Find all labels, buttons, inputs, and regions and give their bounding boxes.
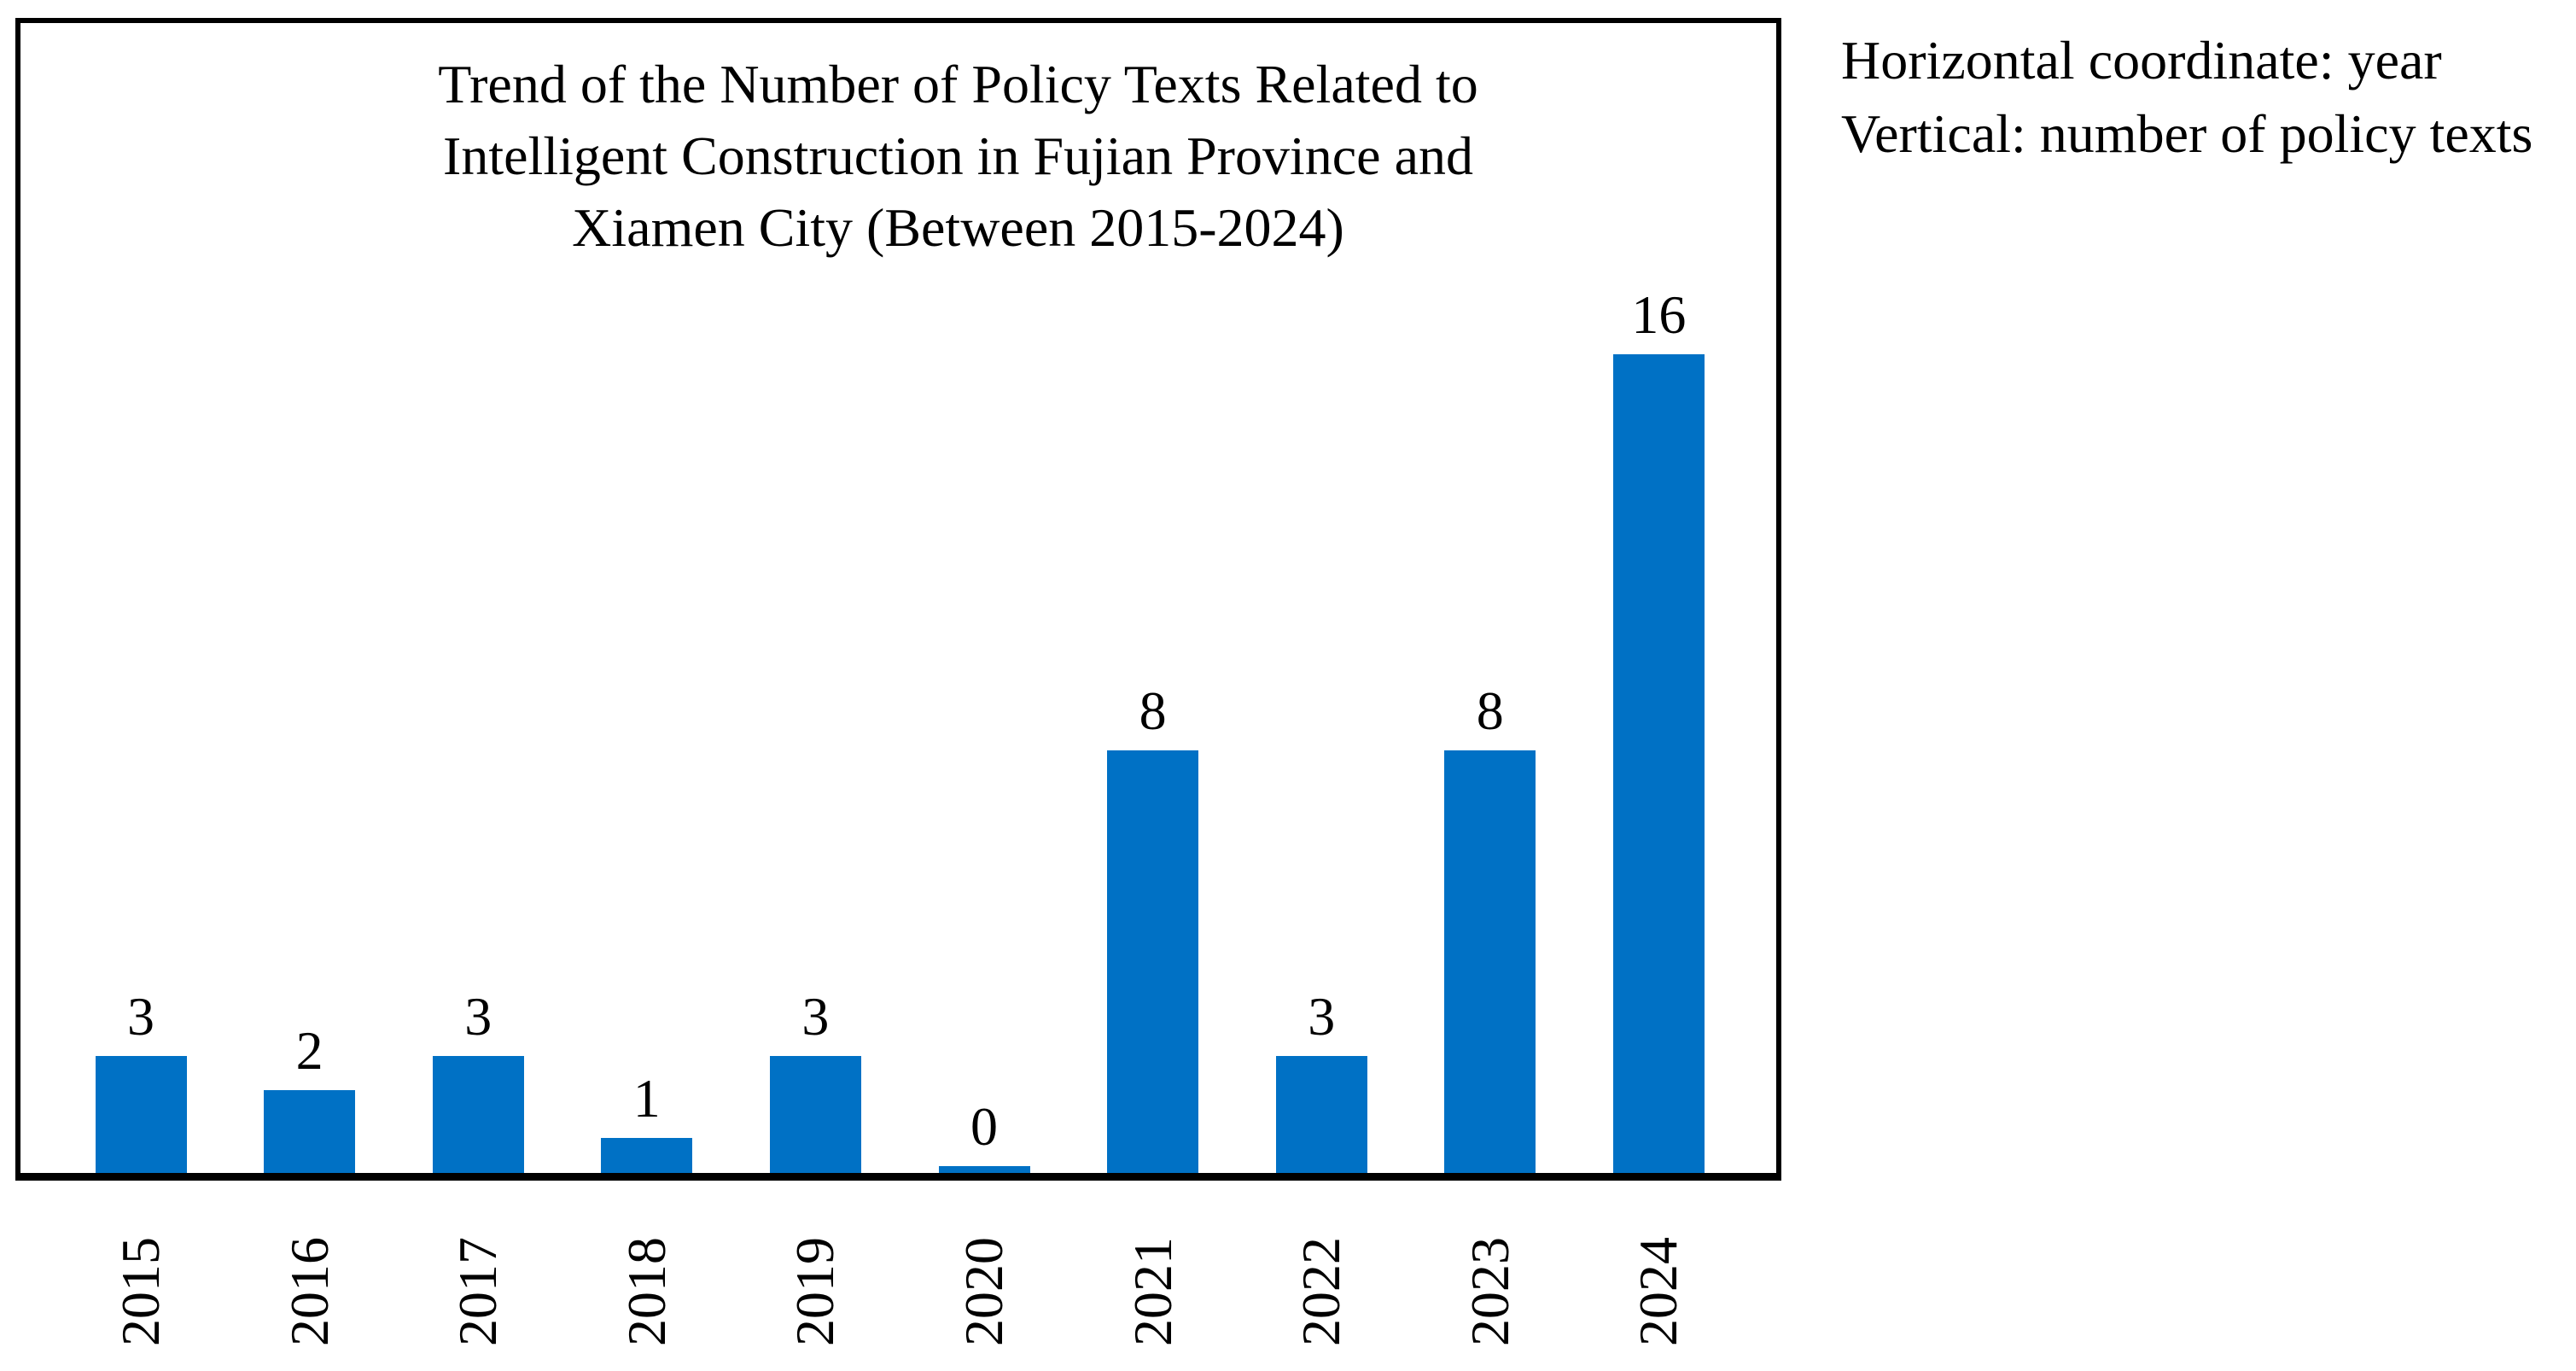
axis-legend-note-line-1: Horizontal coordinate: year xyxy=(1841,30,2442,90)
bar-2022 xyxy=(1275,1056,1367,1173)
bar-2015 xyxy=(95,1056,187,1173)
x-tick-2016: 2016 xyxy=(278,1237,340,1346)
x-tick-2017: 2017 xyxy=(447,1237,509,1346)
bar-2021 xyxy=(1107,750,1199,1173)
chart-title: Trend of the Number of Policy Texts Rela… xyxy=(80,49,1836,264)
value-label-2023: 8 xyxy=(1476,680,1504,741)
x-tick-2020: 2020 xyxy=(953,1237,1014,1346)
x-tick-2018: 2018 xyxy=(615,1237,677,1346)
value-label-2024: 16 xyxy=(1631,284,1687,345)
chart-title-line-3: Xiamen City (Between 2015-2024) xyxy=(572,197,1344,258)
bar-2016 xyxy=(264,1090,356,1173)
x-tick-2023: 2023 xyxy=(1459,1237,1520,1346)
x-tick-2021: 2021 xyxy=(1122,1237,1183,1346)
x-tick-2019: 2019 xyxy=(784,1237,846,1346)
x-tick-2022: 2022 xyxy=(1291,1237,1352,1346)
value-label-2016: 2 xyxy=(295,1020,323,1081)
bar-2017 xyxy=(432,1056,524,1173)
value-label-2019: 3 xyxy=(801,986,830,1047)
value-label-2015: 3 xyxy=(127,986,154,1047)
value-label-2021: 8 xyxy=(1139,680,1167,741)
bar-2020 xyxy=(938,1166,1030,1173)
value-label-2022: 3 xyxy=(1308,986,1336,1047)
bar-2024 xyxy=(1612,354,1705,1173)
chart-title-line-2: Intelligent Construction in Fujian Provi… xyxy=(443,125,1473,186)
bar-2019 xyxy=(769,1056,861,1173)
axis-legend-note-line-2: Vertical: number of policy texts xyxy=(1841,103,2533,164)
chart-title-line-1: Trend of the Number of Policy Texts Rela… xyxy=(438,54,1478,114)
value-label-2020: 0 xyxy=(970,1096,998,1157)
axis-legend-note: Horizontal coordinate: year Vertical: nu… xyxy=(1841,24,2532,171)
value-label-2017: 3 xyxy=(464,986,492,1047)
bar-2023 xyxy=(1444,750,1536,1173)
bar-2018 xyxy=(601,1138,693,1173)
x-tick-2015: 2015 xyxy=(110,1237,171,1346)
value-label-2018: 1 xyxy=(632,1068,661,1129)
plot-area: Trend of the Number of Policy Texts Rela… xyxy=(15,18,1781,1181)
x-tick-2024: 2024 xyxy=(1628,1237,1689,1346)
